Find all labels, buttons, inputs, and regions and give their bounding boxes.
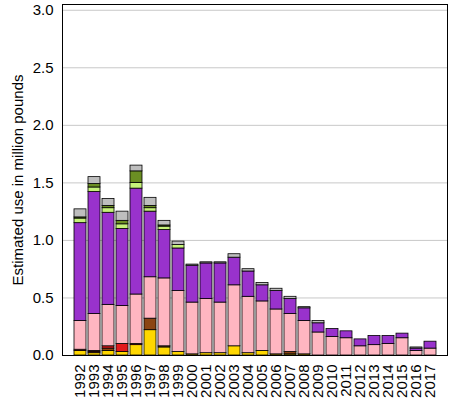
svg-text:1996: 1996 bbox=[127, 364, 145, 398]
svg-text:2015: 2015 bbox=[393, 364, 411, 398]
svg-text:Estimated use in million pound: Estimated use in million pounds bbox=[9, 75, 26, 286]
svg-text:1.5: 1.5 bbox=[33, 174, 54, 191]
svg-text:2008: 2008 bbox=[295, 364, 313, 398]
svg-text:3.0: 3.0 bbox=[33, 1, 54, 18]
svg-text:2001: 2001 bbox=[197, 364, 215, 398]
svg-text:2009: 2009 bbox=[309, 364, 327, 398]
svg-text:2010: 2010 bbox=[323, 364, 341, 398]
svg-text:2013: 2013 bbox=[365, 364, 383, 398]
svg-text:2005: 2005 bbox=[253, 364, 271, 398]
svg-text:1.0: 1.0 bbox=[33, 231, 54, 248]
svg-text:1999: 1999 bbox=[169, 364, 187, 398]
svg-text:1994: 1994 bbox=[99, 364, 117, 398]
svg-text:2012: 2012 bbox=[351, 364, 369, 398]
svg-text:1993: 1993 bbox=[85, 364, 103, 398]
svg-text:2002: 2002 bbox=[211, 364, 229, 398]
svg-text:2.5: 2.5 bbox=[33, 59, 54, 76]
svg-text:1992: 1992 bbox=[71, 364, 89, 398]
svg-text:2000: 2000 bbox=[183, 364, 201, 398]
svg-text:2011: 2011 bbox=[337, 364, 355, 397]
svg-text:0.0: 0.0 bbox=[33, 346, 54, 363]
svg-text:2007: 2007 bbox=[281, 364, 299, 398]
svg-text:2016: 2016 bbox=[407, 364, 425, 398]
svg-text:1998: 1998 bbox=[155, 364, 173, 398]
svg-text:2006: 2006 bbox=[267, 364, 285, 398]
svg-text:2003: 2003 bbox=[225, 364, 243, 398]
svg-text:0.5: 0.5 bbox=[33, 289, 54, 306]
svg-text:2004: 2004 bbox=[239, 364, 257, 398]
svg-text:2.0: 2.0 bbox=[33, 116, 54, 133]
svg-text:2014: 2014 bbox=[379, 364, 397, 398]
svg-text:1995: 1995 bbox=[113, 364, 131, 398]
svg-text:2017: 2017 bbox=[421, 365, 438, 398]
svg-text:1997: 1997 bbox=[141, 364, 159, 398]
